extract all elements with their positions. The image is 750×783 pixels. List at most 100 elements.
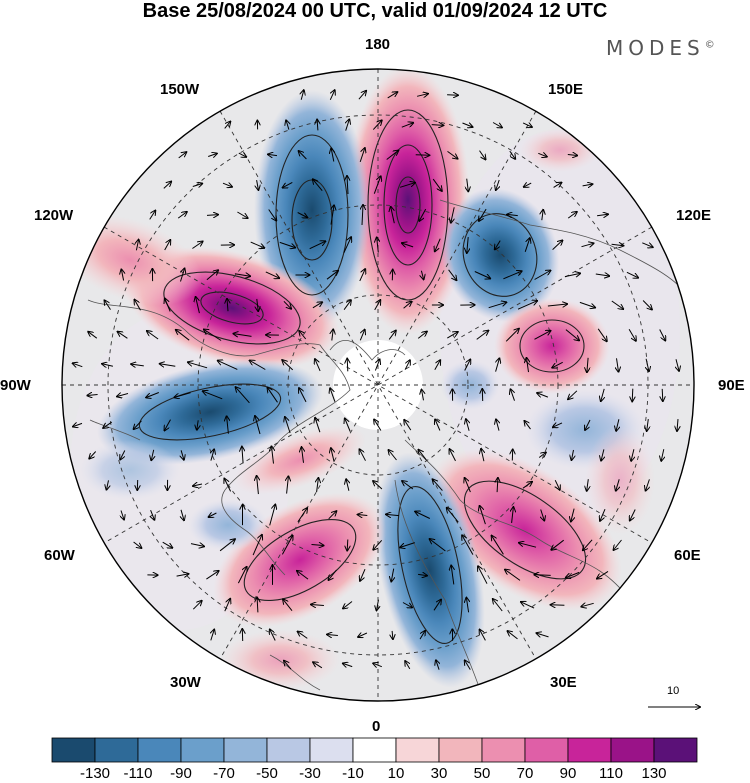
wind-arrow xyxy=(281,536,292,555)
wind-arrow xyxy=(309,241,326,250)
wind-arrow xyxy=(597,328,607,341)
wind-arrow xyxy=(525,421,531,430)
wind-arrow xyxy=(567,212,577,219)
wind-arrow xyxy=(402,602,412,608)
colorbar-swatch xyxy=(51,737,96,763)
wind-arrow xyxy=(600,509,606,521)
wind-vectors xyxy=(73,90,679,670)
wind-arrow xyxy=(391,568,393,582)
wind-arrow xyxy=(374,300,381,311)
wind-arrow xyxy=(537,393,549,398)
wind-arrow xyxy=(400,542,415,548)
wind-arrow xyxy=(218,361,238,370)
wind-arrow xyxy=(479,208,487,221)
wind-arrow xyxy=(257,298,258,311)
wind-arrow xyxy=(538,453,546,458)
wind-arrow xyxy=(234,334,252,337)
wind-arrow xyxy=(387,92,398,99)
colorbar-tick-label: -90 xyxy=(170,765,192,782)
wind-arrow xyxy=(465,660,471,670)
brand-logo: MODES© xyxy=(606,36,715,60)
wind-arrow xyxy=(135,300,141,311)
wind-arrow xyxy=(299,388,307,403)
wind-arrow xyxy=(211,449,214,461)
wind-arrow xyxy=(480,630,486,641)
wind-arrow xyxy=(642,242,652,247)
wind-arrow xyxy=(676,359,679,371)
wind-arrow xyxy=(480,506,486,525)
wind-arrow xyxy=(358,91,366,100)
wind-arrow xyxy=(358,633,368,637)
wind-arrow xyxy=(433,479,443,491)
wind-arrow xyxy=(133,541,142,548)
wind-arrow xyxy=(434,360,440,371)
wind-arrow xyxy=(121,510,124,520)
wind-arrow xyxy=(597,570,609,578)
wind-arrow xyxy=(495,358,500,372)
colorbar-swatch xyxy=(352,737,397,763)
wind-arrow xyxy=(659,329,666,341)
wind-arrow xyxy=(488,302,507,309)
wind-arrow xyxy=(373,481,383,490)
wind-arrow xyxy=(495,240,501,250)
wind-arrow xyxy=(447,150,458,158)
wind-arrow xyxy=(268,388,278,403)
wind-arrow xyxy=(611,244,624,245)
wind-arrow xyxy=(661,449,664,461)
wind-arrow xyxy=(192,184,202,187)
wind-arrow xyxy=(313,179,323,192)
wind-arrow xyxy=(467,178,469,192)
wind-arrow xyxy=(587,357,588,372)
wind-arrow xyxy=(149,211,156,220)
wind-arrow xyxy=(493,599,503,612)
wind-arrow xyxy=(386,151,399,160)
wind-arrow xyxy=(257,598,258,613)
wind-arrow xyxy=(178,152,187,159)
lon-label-30e: 30E xyxy=(550,674,577,691)
wind-arrow xyxy=(283,181,293,187)
wind-arrow xyxy=(554,479,560,490)
wind-arrow xyxy=(462,123,473,127)
wind-arrow xyxy=(181,450,184,459)
wind-arrow xyxy=(331,448,334,462)
wind-arrow xyxy=(346,119,350,131)
lon-label-120e: 120E xyxy=(676,207,712,224)
wind-arrow xyxy=(224,122,231,129)
wind-arrow xyxy=(497,478,498,493)
wind-arrow xyxy=(257,476,259,495)
wind-arrow xyxy=(431,125,444,126)
wind-arrow xyxy=(360,449,366,461)
wind-arrow xyxy=(283,300,291,308)
wind-arrow xyxy=(222,183,232,187)
wind-arrow xyxy=(432,178,442,191)
colorbar-tick-label: -110 xyxy=(123,765,153,782)
wind-arrow xyxy=(522,482,532,489)
wind-arrow xyxy=(647,419,649,431)
wind-arrow xyxy=(611,300,623,309)
wind-arrow xyxy=(165,299,171,312)
wind-arrow xyxy=(677,419,678,431)
wind-arrow xyxy=(255,416,261,435)
colorbar-swatch xyxy=(524,737,569,763)
wind-arrow xyxy=(73,363,83,366)
wind-arrow xyxy=(419,450,427,461)
wind-arrow xyxy=(377,238,379,253)
wind-arrow xyxy=(362,205,363,226)
wind-arrow xyxy=(347,359,348,372)
wind-arrow xyxy=(209,513,217,517)
wind-arrow xyxy=(404,420,412,431)
wind-arrow xyxy=(617,358,619,371)
wind-arrow xyxy=(467,237,468,253)
wind-arrow xyxy=(524,183,532,187)
wind-arrow xyxy=(373,539,383,549)
wind-arrow xyxy=(250,241,265,248)
wind-arrow xyxy=(330,388,336,402)
wind-arrow xyxy=(196,297,200,314)
lon-label-60w: 60W xyxy=(44,547,75,564)
wind-arrow xyxy=(492,122,502,128)
wind-arrow xyxy=(136,240,138,251)
wind-arrow xyxy=(553,183,562,188)
wind-arrow xyxy=(505,329,519,342)
colorbar-tick-label: -10 xyxy=(342,765,364,782)
wind-arrow xyxy=(103,421,113,428)
